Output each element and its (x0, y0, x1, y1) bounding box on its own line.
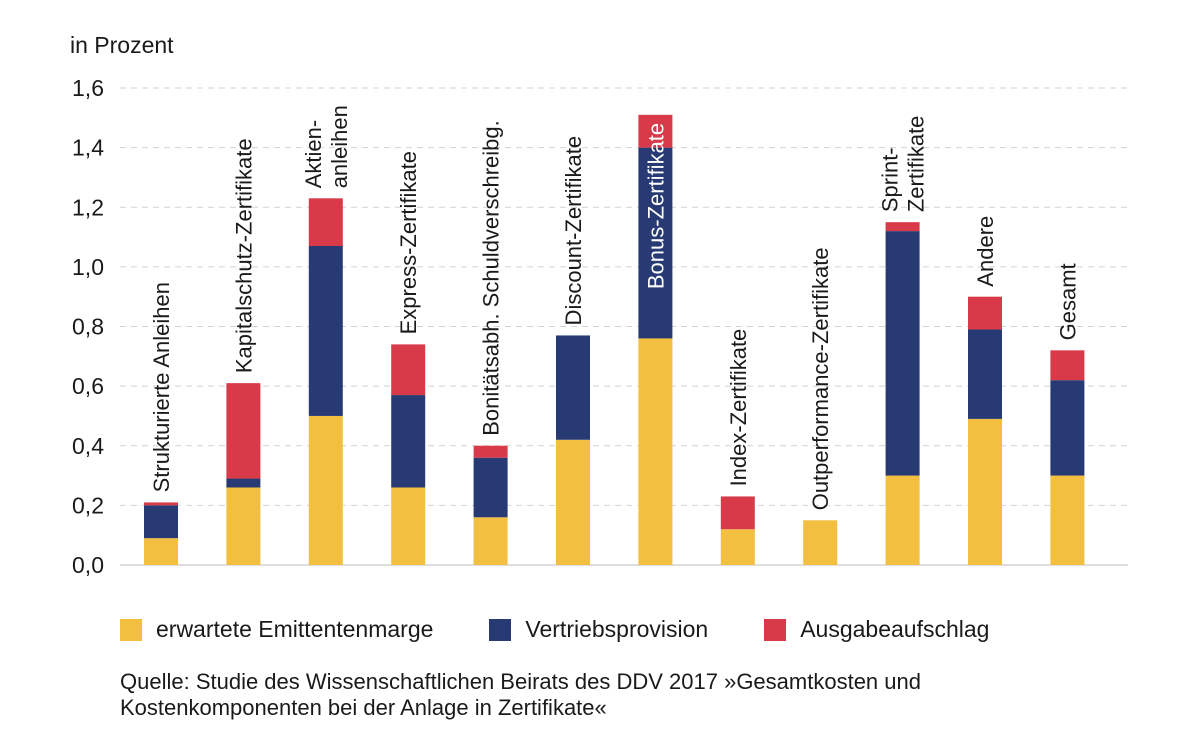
y-tick-label: 0,4 (72, 433, 104, 459)
bar-segment (720, 529, 755, 565)
legend-item-emittentenmarge: erwartete Emittentenmarge (120, 616, 433, 643)
legend-label: Vertriebsprovision (525, 616, 709, 642)
bar-segment (473, 445, 508, 458)
y-tick-label: 1,4 (72, 135, 104, 161)
source-note: Quelle: Studie des Wissenschaftlichen Be… (120, 669, 921, 720)
category-label: Strukturierte Anleihen (149, 282, 174, 492)
legend-label: Ausgabeaufschlag (800, 616, 990, 642)
bar-segment (144, 502, 178, 506)
gridlines (120, 87, 1128, 566)
bar-segment (638, 114, 673, 148)
y-tick-label: 1,2 (72, 194, 104, 220)
bar-segment (556, 335, 590, 440)
bar-segment (638, 338, 673, 565)
bar-segment (968, 418, 1002, 565)
legend: erwartete Emittentenmarge Vertriebsprovi… (120, 616, 989, 643)
bar-segment (391, 487, 426, 565)
bar-segment (473, 517, 508, 565)
category-label: Aktien- (301, 120, 326, 188)
bar-segment (226, 383, 261, 479)
category-label: Zertifikate (904, 116, 929, 213)
legend-swatch (764, 618, 787, 641)
bar-segment (803, 520, 838, 565)
legend-swatch (120, 618, 142, 641)
legend-item-ausgabeaufschlag: Ausgabeaufschlag (764, 616, 989, 643)
category-label: Gesamt (1055, 263, 1080, 340)
y-tick-label: 1,0 (72, 254, 104, 280)
legend-item-vertriebsprovision: Vertriebsprovision (489, 616, 708, 643)
bar-segment (1050, 380, 1085, 476)
legend-label: erwartete Emittentenmarge (156, 616, 434, 642)
bar-segment (308, 246, 343, 416)
category-label: anleihen (327, 105, 352, 188)
bar-segment (226, 478, 261, 488)
bar-segment (308, 415, 343, 565)
bar-segment (144, 505, 178, 539)
bar-segment (473, 457, 508, 518)
bar-segment (885, 222, 920, 232)
stacked-bar-chart: in Prozent 0,0 0,2 0,4 0,6 0,8 1,0 1,2 1,4 1,6 S… (70, 32, 1128, 578)
bar-segment (638, 147, 673, 339)
category-label: Bonus-Zertifikate (643, 123, 668, 289)
bar-segment (1050, 475, 1085, 565)
category-label: Andere (973, 216, 998, 287)
y-tick-label: 0,6 (72, 373, 104, 399)
bar-segment (308, 198, 343, 247)
bars (144, 114, 1085, 565)
bar-segment (968, 296, 1002, 330)
bar-segment (720, 496, 755, 530)
category-label: Bonitätsabh. Schuldverschreibg. (479, 120, 504, 436)
bar-segment (391, 395, 426, 488)
bar-segment (1050, 350, 1085, 381)
category-label: Outperformance-Zertifikate (808, 247, 833, 510)
bar-segment (556, 439, 590, 565)
category-labels: Strukturierte Anleihen Kapitalschutz-Zert… (149, 105, 1080, 510)
y-tick-label: 0,0 (72, 552, 104, 578)
bar-segment (226, 487, 261, 565)
bar-segment (885, 231, 920, 476)
category-label: Express-Zertifikate (396, 151, 421, 334)
bar-segment (391, 344, 426, 396)
legend-swatch (489, 618, 512, 641)
bar-segment (144, 538, 178, 565)
y-tick-label: 0,2 (72, 492, 104, 518)
y-axis-title: in Prozent (70, 32, 174, 58)
category-label: Kapitalschutz-Zertifikate (231, 138, 256, 373)
category-label: Index-Zertifikate (726, 329, 751, 487)
category-label: Sprint- (878, 147, 903, 212)
category-label: Discount-Zertifikate (561, 136, 586, 326)
bar-segment (885, 475, 920, 565)
y-tick-label: 0,8 (72, 314, 104, 340)
y-tick-label: 1,6 (72, 75, 104, 101)
bar-segment (968, 329, 1002, 419)
y-tick-labels: 0,0 0,2 0,4 0,6 0,8 1,0 1,2 1,4 1,6 (72, 75, 104, 578)
